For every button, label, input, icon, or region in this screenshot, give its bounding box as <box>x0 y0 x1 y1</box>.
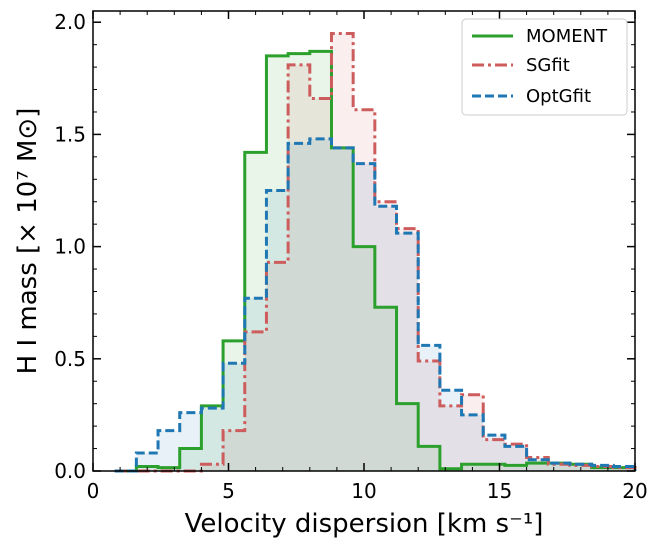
series-line-moment <box>114 49 637 473</box>
series-lines <box>114 31 637 473</box>
x-tick-label: 20 <box>622 479 647 503</box>
legend-label-sgfit: SGfit <box>526 55 570 76</box>
y-axis-label: H I mass [× 10⁷ M⊙] <box>13 108 43 375</box>
tick-labels: 0 5 10 15 20 0.0 0.5 1.0 1.5 2.0 <box>54 10 648 503</box>
x-tick-label: 10 <box>351 479 376 503</box>
y-tick-label: 0.0 <box>54 459 86 483</box>
x-tick-label: 15 <box>487 479 512 503</box>
y-tick-label: 0.5 <box>54 347 86 371</box>
y-tick-label: 1.0 <box>54 235 86 259</box>
y-tick-label: 2.0 <box>54 10 86 34</box>
series-line-optgfit <box>114 137 637 473</box>
legend-label-optgfit: OptGfit <box>526 86 591 107</box>
x-tick-label: 5 <box>222 479 235 503</box>
x-tick-label: 0 <box>87 479 100 503</box>
x-axis-label: Velocity dispersion [km s⁻¹] <box>185 509 544 539</box>
legend-box <box>461 18 628 116</box>
legend-label-moment: MOMENT <box>526 26 608 47</box>
y-tick-label: 1.5 <box>54 122 86 146</box>
legend: MOMENT SGfit OptGfit <box>461 18 628 116</box>
plot-frame <box>92 10 636 472</box>
